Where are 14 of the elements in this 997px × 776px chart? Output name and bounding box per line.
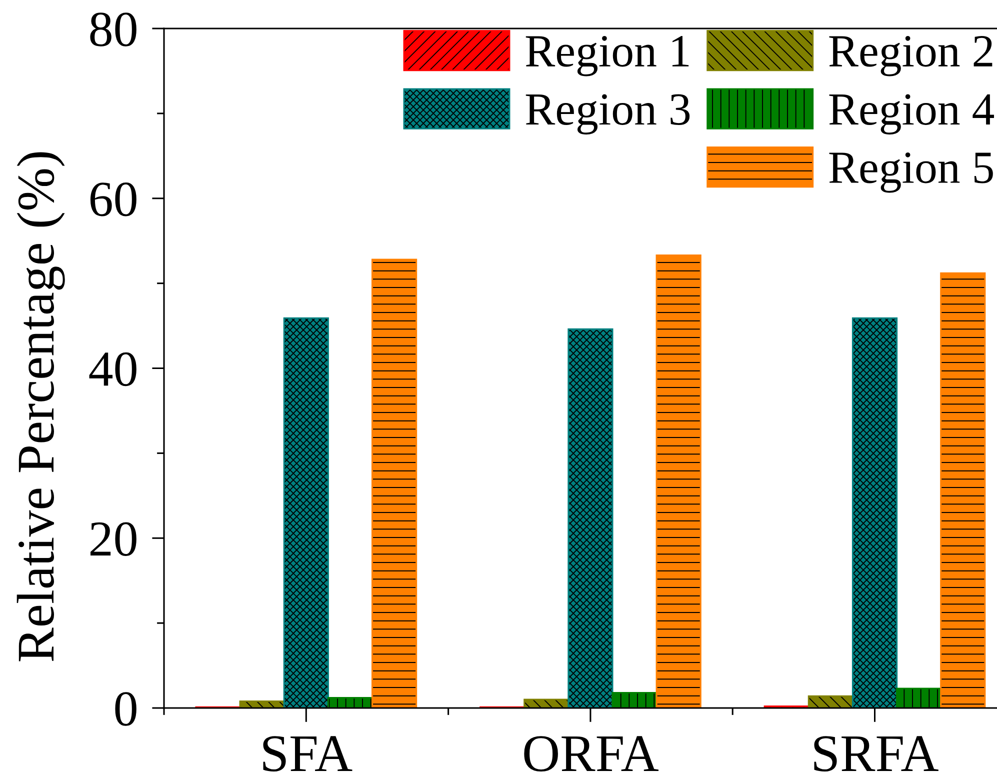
y-tick-label: 60 — [90, 182, 136, 216]
y-tick-label: 0 — [115, 692, 136, 726]
x-tick-label: SFA — [263, 736, 352, 772]
legend-label: Region 3 — [526, 94, 690, 134]
y-axis-title: Relative Percentage (%) — [16, 152, 65, 662]
legend-label: Region 2 — [829, 36, 992, 76]
x-tick-label: ORFA — [524, 736, 659, 772]
y-tick-label: 20 — [90, 522, 136, 556]
legend-label: Region 1 — [526, 36, 689, 76]
y-tick-label: 80 — [90, 12, 136, 46]
legend-label: Region 4 — [829, 94, 994, 134]
x-tick-label: SRFA — [814, 736, 938, 772]
y-tick-label: 40 — [89, 352, 136, 386]
legend-label: Region 5 — [829, 152, 993, 193]
